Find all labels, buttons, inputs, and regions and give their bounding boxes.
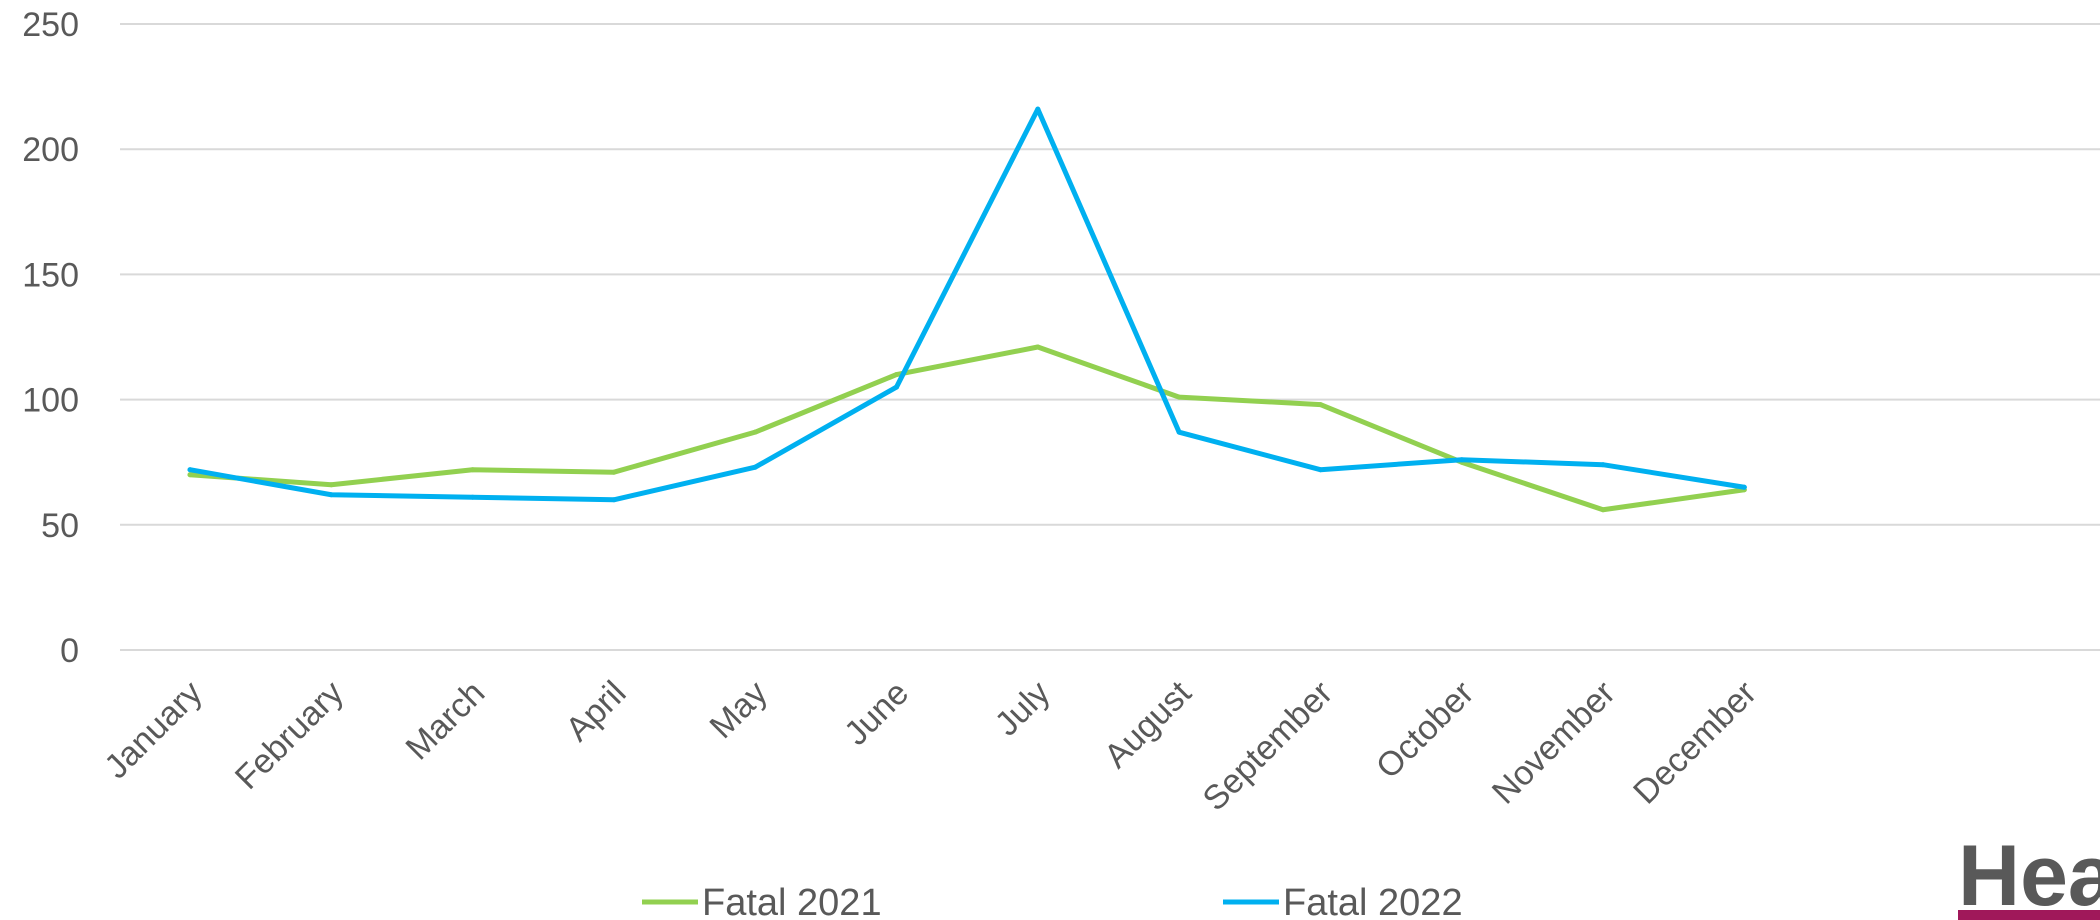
x-tick-label-june: June — [837, 674, 916, 753]
x-tick-label-january: January — [97, 674, 209, 786]
data-point-fatal-2021-july — [1035, 344, 1041, 350]
y-tick-label: 50 — [41, 507, 79, 545]
data-point-fatal-2022-february — [328, 492, 334, 498]
data-point-fatal-2021-june — [894, 372, 899, 378]
data-point-fatal-2021-april — [611, 469, 617, 475]
data-point-fatal-2022-november — [1600, 462, 1606, 468]
y-axis-ticks: 0 50 100 150 200 250 — [22, 6, 79, 670]
data-point-fatal-2022-december — [1741, 484, 1747, 490]
y-tick-label: 250 — [22, 6, 79, 44]
brand-logo: Hea — [1958, 828, 2100, 920]
x-tick-label-august: August — [1097, 673, 1199, 775]
legend-label-fatal-2022: Fatal 2022 — [1283, 882, 1463, 920]
data-point-fatal-2022-april — [611, 497, 617, 503]
x-tick-label-april: April — [559, 674, 634, 749]
data-point-fatal-2022-january — [187, 467, 193, 473]
series-line-fatal-2021 — [187, 344, 1747, 513]
logo-text: Hea — [1958, 828, 2100, 920]
data-point-fatal-2021-january — [187, 472, 193, 478]
legend-item-fatal-2021: Fatal 2021 — [642, 882, 882, 920]
series-lines — [187, 106, 1747, 513]
data-point-fatal-2021-may — [752, 429, 758, 435]
y-tick-label: 100 — [22, 382, 79, 420]
y-tick-label: 200 — [22, 131, 79, 169]
y-tick-label: 150 — [22, 256, 79, 294]
series-fatal-2022 — [187, 106, 1747, 503]
series-fatal-2021 — [187, 344, 1747, 513]
data-point-fatal-2022-july — [1035, 106, 1041, 112]
data-point-fatal-2022-october — [1459, 457, 1465, 463]
series-line-fatal-2022 — [187, 106, 1747, 503]
data-point-fatal-2022-march — [470, 494, 476, 500]
data-point-fatal-2021-march — [470, 467, 476, 473]
data-point-fatal-2022-june — [894, 384, 899, 390]
x-tick-label-october: October — [1369, 674, 1481, 786]
data-point-fatal-2022-september — [1317, 467, 1323, 473]
x-tick-label-december: December — [1626, 674, 1764, 812]
legend-item-fatal-2022: Fatal 2022 — [1223, 882, 1463, 920]
data-point-fatal-2021-february — [328, 482, 334, 488]
x-tick-label-july: July — [988, 674, 1058, 744]
data-point-fatal-2021-september — [1317, 402, 1323, 408]
logo-accent-bar — [1958, 910, 2100, 920]
x-tick-label-september: September — [1196, 674, 1340, 818]
data-point-fatal-2022-august — [1176, 429, 1182, 435]
x-tick-label-may: May — [703, 674, 775, 746]
legend-label-fatal-2021: Fatal 2021 — [702, 882, 882, 920]
x-axis-ticks: January February March April May June July Augu… — [97, 673, 1764, 818]
data-point-fatal-2021-november — [1600, 507, 1606, 513]
data-point-fatal-2021-august — [1176, 394, 1182, 400]
legend: Fatal 2021 Fatal 2022 — [642, 882, 1463, 920]
gridlines — [120, 23, 2100, 651]
data-point-fatal-2022-may — [752, 464, 758, 470]
y-tick-label: 0 — [60, 632, 79, 670]
x-tick-label-november: November — [1485, 674, 1623, 812]
x-tick-label-february: February — [228, 674, 351, 797]
x-tick-label-march: March — [399, 674, 493, 768]
